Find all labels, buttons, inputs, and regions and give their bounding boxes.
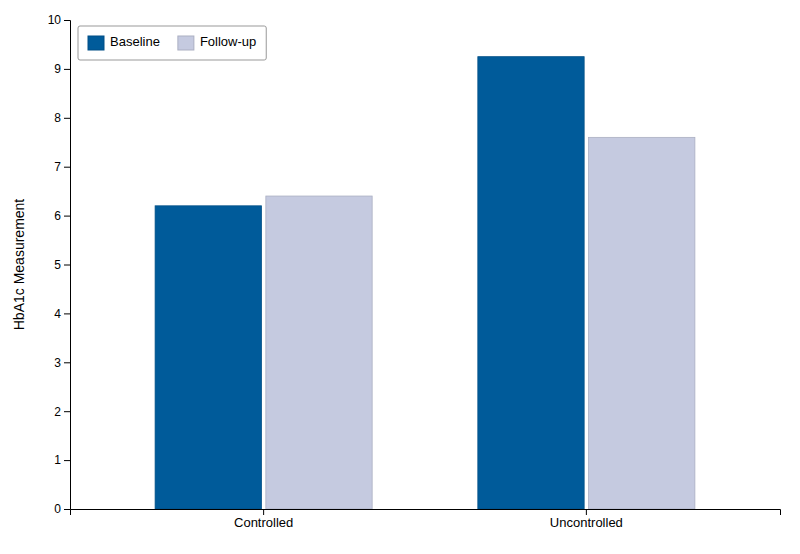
tick-mark — [64, 313, 70, 314]
tick: 8 — [54, 111, 70, 125]
tick-mark — [64, 69, 70, 70]
tick: 3 — [54, 356, 70, 370]
bar-series — [266, 137, 695, 509]
tick-mark — [263, 509, 264, 515]
y-axis: 0 1 2 3 4 5 6 7 8 9 10 — [48, 13, 71, 516]
tick-label: 10 — [48, 13, 62, 27]
bar — [478, 57, 584, 509]
bars — [155, 57, 695, 509]
legend-swatch — [178, 36, 194, 50]
tick: 7 — [54, 160, 70, 174]
axis-title: HbA1c Measurement — [11, 199, 27, 331]
axis-line — [64, 21, 71, 510]
tick-mark — [64, 509, 70, 510]
legend: Baseline Follow-up — [78, 26, 266, 60]
legend-label: Follow-up — [200, 34, 256, 49]
legend-item: Baseline — [88, 34, 160, 50]
tick-label: 5 — [54, 258, 61, 272]
bar — [155, 206, 261, 509]
tick-label: 4 — [54, 307, 61, 321]
tick-mark — [64, 216, 70, 217]
tick: 10 — [48, 13, 70, 27]
chart: 0 1 2 3 4 5 6 7 8 9 10 Controlled Uncontrolled Baseli… — [0, 0, 800, 554]
legend-frame — [78, 26, 266, 60]
tick: 1 — [54, 453, 70, 467]
legend-swatch — [88, 36, 104, 50]
tick: 4 — [54, 307, 70, 321]
tick-mark — [64, 20, 70, 21]
tick-label: 9 — [54, 62, 61, 76]
tick-label: 8 — [54, 111, 61, 125]
tick-mark — [64, 167, 70, 168]
tick: Controlled — [234, 509, 293, 530]
tick-label: Controlled — [234, 515, 293, 530]
tick-label: 1 — [54, 453, 61, 467]
x-axis: Controlled Uncontrolled — [71, 509, 781, 530]
tick-mark — [64, 118, 70, 119]
tick: Uncontrolled — [550, 509, 623, 530]
bar — [589, 137, 695, 509]
bar — [266, 196, 372, 509]
tick-label: 3 — [54, 356, 61, 370]
tick-mark — [64, 411, 70, 412]
tick-mark — [64, 265, 70, 266]
bar-series — [155, 57, 584, 509]
tick-label: 6 — [54, 209, 61, 223]
tick-label: 2 — [54, 405, 61, 419]
tick: 5 — [54, 258, 70, 272]
legend-label: Baseline — [110, 34, 160, 49]
tick-mark — [64, 460, 70, 461]
axis-line — [71, 510, 781, 516]
plot: 0 1 2 3 4 5 6 7 8 9 10 Controlled Uncontrolled Baseli… — [48, 13, 781, 530]
tick-mark — [64, 362, 70, 363]
tick: 0 — [54, 502, 70, 516]
legend-item: Follow-up — [178, 34, 256, 50]
tick: 9 — [54, 62, 70, 76]
tick-mark — [586, 509, 587, 515]
tick-label: 7 — [54, 160, 61, 174]
tick-label: 0 — [54, 502, 61, 516]
tick-label: Uncontrolled — [550, 515, 623, 530]
tick: 6 — [54, 209, 70, 223]
tick: 2 — [54, 405, 70, 419]
